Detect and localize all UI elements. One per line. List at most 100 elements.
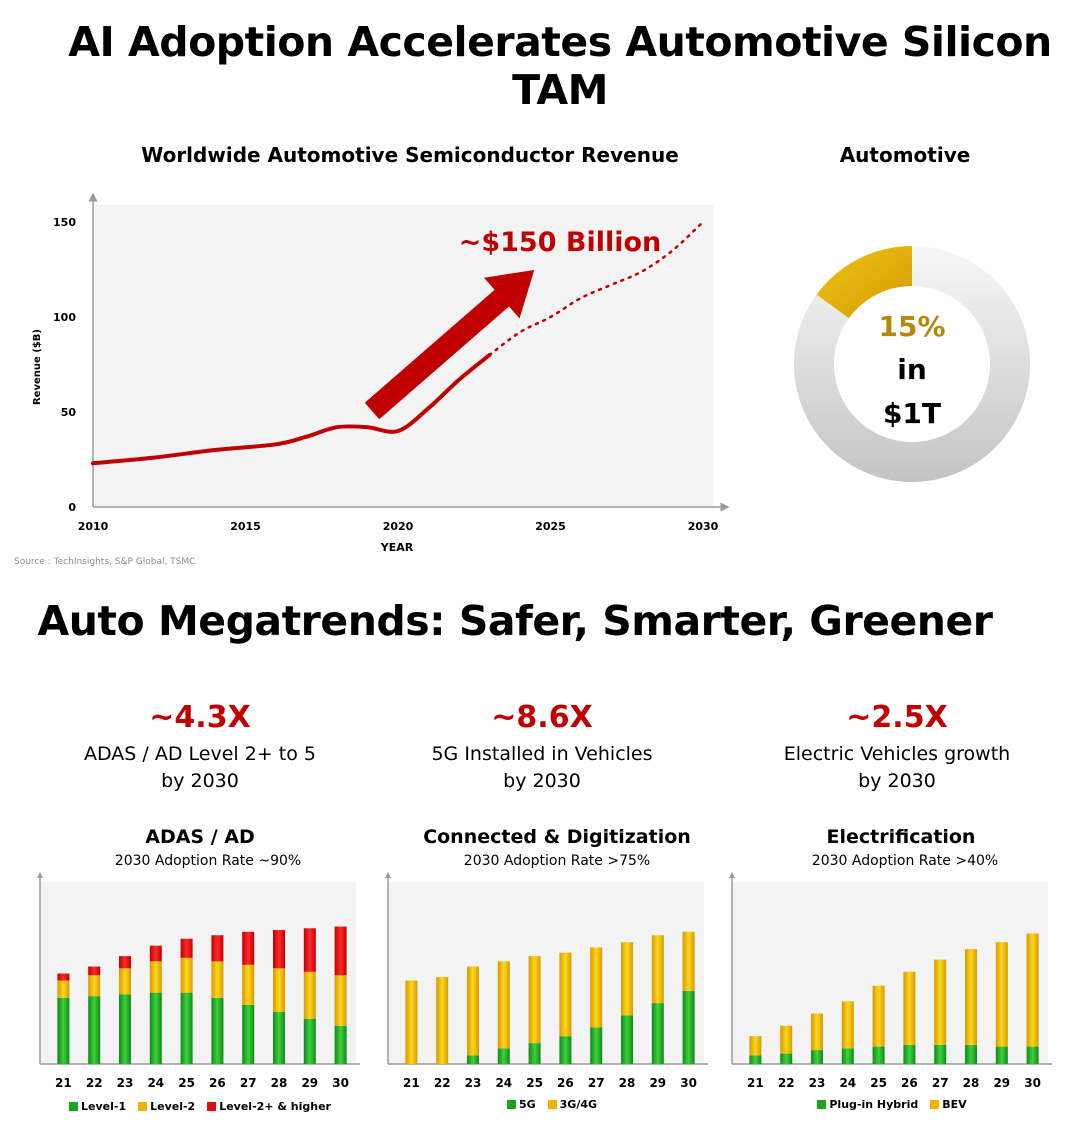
bar-segment-bev bbox=[934, 959, 947, 1045]
donut-slice-other bbox=[794, 246, 1030, 482]
legend-swatch-green bbox=[69, 1102, 79, 1111]
donut-title: Automotive bbox=[839, 143, 971, 167]
x-tick-label: 28 bbox=[619, 1076, 636, 1090]
ev-stat-value: ~2.5X bbox=[846, 700, 948, 735]
x-tick-label: 30 bbox=[1024, 1076, 1041, 1090]
bar-segment-5g bbox=[651, 1003, 664, 1064]
x-tick-label: 21 bbox=[747, 1076, 764, 1090]
bar-segment-5g bbox=[497, 1048, 510, 1064]
x-tick-label: 22 bbox=[434, 1076, 451, 1090]
adas-chart-subtitle: 2030 Adoption Rate ~90% bbox=[114, 853, 302, 869]
x-tick-label: 30 bbox=[680, 1076, 697, 1090]
legend-item-level-1: Level-1 bbox=[69, 1100, 126, 1113]
connected-stat-value: ~8.6X bbox=[491, 700, 593, 735]
bar-segment-level-2-higher bbox=[88, 966, 101, 976]
bar-segment-bev bbox=[749, 1036, 762, 1056]
bar-segment-level-2 bbox=[211, 961, 224, 998]
bar-segment-5g bbox=[621, 1015, 633, 1064]
bar-segment-level-1 bbox=[88, 996, 101, 1064]
x-tick-label: 26 bbox=[557, 1076, 574, 1090]
bar-segment-plug-in-hybrid bbox=[749, 1055, 762, 1064]
revenue-actual-line bbox=[91, 353, 492, 466]
donut-center-percent: 15% bbox=[878, 310, 945, 343]
connected-chart-subtitle: 2030 Adoption Rate >75% bbox=[463, 853, 651, 869]
bar-segment-3g-4g bbox=[405, 980, 418, 1064]
x-tick-label: 23 bbox=[465, 1076, 482, 1090]
bar-segment-level-2 bbox=[273, 968, 285, 1012]
source-note: Source : TechInsights, S&P Global, TSMC bbox=[14, 557, 196, 567]
bar-segment-plug-in-hybrid bbox=[841, 1048, 854, 1064]
revenue-y-tick: 0 bbox=[68, 501, 76, 514]
connected-bar-chart: 21 22 23 24 25 26 27 28 29 30 bbox=[385, 872, 708, 1090]
revenue-x-tick: 2010 bbox=[78, 520, 109, 533]
revenue-x-tick: 2015 bbox=[230, 520, 261, 533]
x-tick-label: 26 bbox=[209, 1076, 226, 1090]
revenue-y-tick: 100 bbox=[53, 311, 76, 324]
bar-segment-level-2 bbox=[119, 968, 131, 995]
bar-segment-level-2-higher bbox=[180, 938, 193, 958]
bar-segment-level-2-higher bbox=[119, 956, 131, 969]
bar-segment-3g-4g bbox=[467, 966, 479, 1056]
bar-segment-level-1 bbox=[57, 997, 70, 1064]
x-tick-label: 29 bbox=[993, 1076, 1010, 1090]
bar-segment-level-2-higher bbox=[303, 928, 316, 972]
x-tick-label: 23 bbox=[809, 1076, 826, 1090]
revenue-plot-background bbox=[95, 205, 713, 507]
connected-stat-desc-1: 5G Installed in Vehicles bbox=[431, 743, 653, 765]
x-tick-label: 27 bbox=[588, 1076, 605, 1090]
bar-segment-plug-in-hybrid bbox=[965, 1044, 977, 1064]
ev-bar-chart: 21 22 23 24 25 26 27 28 29 30 bbox=[729, 872, 1052, 1090]
legend-swatch-yellow bbox=[930, 1100, 940, 1109]
bar-segment-3g-4g bbox=[621, 942, 633, 1016]
legend-swatch-yellow bbox=[547, 1100, 557, 1109]
legend-item-5g: 5G bbox=[506, 1098, 536, 1111]
x-tick-label: 27 bbox=[932, 1076, 949, 1090]
ev-legend: Plug-in Hybrid BEV bbox=[722, 1098, 1062, 1111]
page-title: AI Adoption Accelerates Automotive Silic… bbox=[68, 18, 1052, 114]
x-tick-label: 25 bbox=[870, 1076, 887, 1090]
x-tick-label: 27 bbox=[240, 1076, 257, 1090]
legend-item-level-2-plus: Level-2+ & higher bbox=[207, 1100, 331, 1113]
revenue-x-tick: 2025 bbox=[535, 520, 566, 533]
growth-arrow-shape bbox=[364, 269, 535, 420]
donut-slice-automotive bbox=[816, 246, 912, 319]
revenue-annotation: ~$150 Billion bbox=[459, 227, 662, 258]
bar-segment-3g-4g bbox=[436, 977, 449, 1064]
bar-segment-level-2-higher bbox=[334, 926, 347, 976]
bar-segment-5g bbox=[590, 1027, 603, 1064]
bar-segment-level-2 bbox=[242, 964, 255, 1005]
revenue-chart-title: Worldwide Automotive Semiconductor Reven… bbox=[141, 143, 679, 167]
bar-segment-level-2-higher bbox=[57, 973, 70, 981]
bar-segment-plug-in-hybrid bbox=[872, 1046, 885, 1064]
legend-item-3g-4g: 3G/4G bbox=[547, 1098, 597, 1111]
ev-chart-subtitle: 2030 Adoption Rate >40% bbox=[811, 853, 999, 869]
bar-segment-level-2 bbox=[303, 971, 316, 1019]
bar-segment-level-2 bbox=[57, 980, 70, 998]
ev-stat-desc-1: Electric Vehicles growth bbox=[783, 743, 1011, 765]
bar-segment-level-2-higher bbox=[242, 931, 255, 965]
bar-segment-bev bbox=[1026, 933, 1039, 1047]
bar-segment-plug-in-hybrid bbox=[811, 1050, 823, 1064]
bar-segment-3g-4g bbox=[497, 961, 510, 1049]
bar-segment-5g bbox=[559, 1036, 572, 1064]
bar-segment-bev bbox=[872, 985, 885, 1047]
bar-segment-plug-in-hybrid bbox=[995, 1046, 1008, 1064]
bar-segment-bev bbox=[995, 942, 1008, 1047]
automotive-donut-chart: 15% in $1T bbox=[794, 246, 1030, 482]
x-tick-label: 22 bbox=[778, 1076, 795, 1090]
bar-segment-level-1 bbox=[180, 992, 193, 1064]
legend-item-bev: BEV bbox=[930, 1098, 967, 1111]
bar-segment-5g bbox=[682, 990, 695, 1064]
donut-center-total: $1T bbox=[883, 397, 941, 430]
legend-swatch-green bbox=[506, 1100, 516, 1109]
bar-segment-bev bbox=[841, 1001, 854, 1049]
bar-segment-level-2 bbox=[180, 957, 193, 993]
adas-bar-chart: 21 22 23 24 25 26 27 28 29 30 bbox=[37, 872, 360, 1090]
x-tick-label: 29 bbox=[301, 1076, 318, 1090]
bar-segment-level-2-higher bbox=[149, 945, 162, 962]
bar-segment-level-1 bbox=[149, 992, 162, 1064]
bar-segment-level-2 bbox=[334, 975, 347, 1026]
revenue-line-chart: 0 50 100 150 2010 2015 2020 2025 2030 Revenue (… bbox=[32, 192, 730, 554]
adas-stat-desc-2: by 2030 bbox=[161, 770, 239, 792]
bar-segment-level-1 bbox=[273, 1011, 285, 1064]
